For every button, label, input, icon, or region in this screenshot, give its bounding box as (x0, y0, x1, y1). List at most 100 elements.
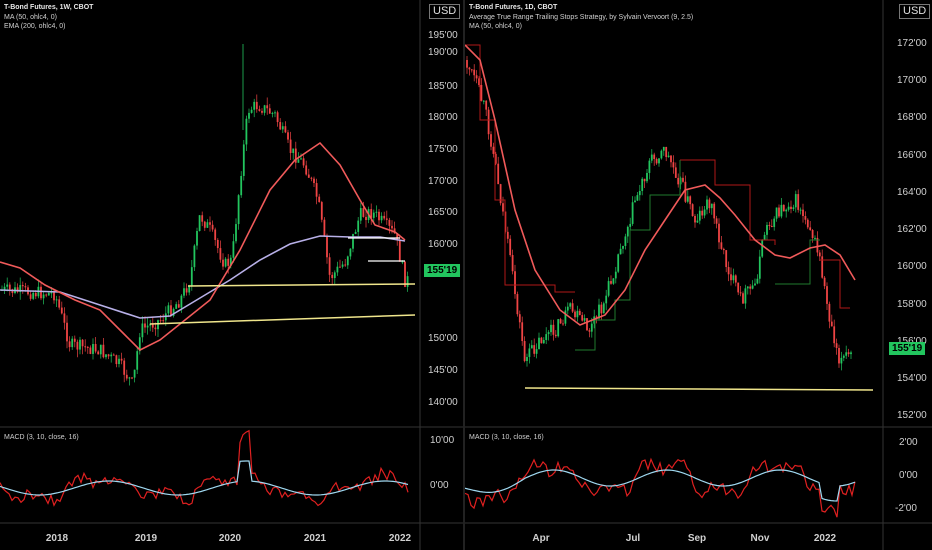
right-candle-body (840, 357, 843, 364)
right-y-tick-label: 170'00 (897, 75, 927, 86)
right-support-line (524, 387, 874, 391)
right-y-tick-label: 172'00 (897, 38, 927, 49)
right-candle-body (780, 204, 783, 217)
left-candle-body (385, 218, 388, 220)
left-candle-body (115, 355, 118, 365)
left-candle-body (107, 354, 110, 357)
right-candle-body (528, 348, 531, 358)
right-candle-body (686, 196, 689, 202)
right-candle-body (710, 203, 713, 209)
right-candle-body (792, 207, 795, 210)
left-candle-body (359, 208, 362, 221)
left-candle-body (222, 259, 224, 267)
left-candle-body (318, 196, 321, 203)
left-candle-body (198, 215, 201, 232)
right-candle-body (506, 231, 509, 239)
left-candle-body (29, 294, 32, 299)
right-candle-body (650, 154, 653, 161)
right-candle-body (658, 158, 660, 164)
right-candle-body (715, 218, 718, 224)
left-x-tick-label: 2019 (135, 533, 158, 544)
right-x-tick-label: Apr (532, 533, 549, 544)
right-currency-label[interactable]: USD (899, 4, 931, 19)
left-candle-body (112, 354, 115, 356)
right-chart-pane[interactable]: 172'00 170'00 168'00 166'00 164'00 162'00 160'… (465, 0, 932, 550)
right-candle-body (847, 352, 850, 355)
right-candle-body (823, 277, 826, 287)
right-y-tick-label: 160'00 (897, 261, 927, 272)
left-candle-body (16, 287, 19, 293)
right-y-tick-label: 164'00 (897, 187, 927, 198)
left-candle-body (180, 295, 183, 308)
left-currency-label[interactable]: USD (429, 4, 461, 19)
right-candle-body (607, 281, 610, 296)
left-candle-body (375, 211, 378, 213)
right-candle-body (773, 218, 776, 227)
left-candle-body (63, 313, 66, 323)
right-candle-body (545, 334, 548, 341)
right-candle-body (571, 303, 574, 312)
left-candle-body (55, 299, 58, 301)
right-candle-body (742, 293, 744, 304)
left-candle-body (162, 320, 165, 322)
right-candle-body (662, 146, 665, 151)
right-candle-body (785, 209, 788, 212)
right-candle-body (466, 60, 468, 68)
right-candle-body (574, 311, 576, 318)
right-candle-body (756, 278, 759, 284)
left-y-tick-label: 140'00 (428, 397, 458, 408)
left-candle-body (214, 229, 217, 240)
left-candle-body (380, 215, 383, 221)
right-candle-body (682, 177, 684, 182)
right-y-tick-label: 158'00 (897, 299, 927, 310)
right-candle-body (818, 252, 821, 257)
right-candle-body (696, 220, 699, 223)
left-y-tick-label: 160'00 (428, 239, 458, 250)
right-candle-body (694, 216, 696, 223)
left-candle-body (120, 358, 123, 361)
left-candle-body (190, 267, 193, 287)
pane-divider[interactable] (463, 0, 465, 550)
left-candle-body (279, 122, 282, 130)
right-candle-body (751, 285, 754, 289)
right-candle-body (725, 250, 728, 268)
right-candle-body (485, 100, 488, 110)
left-candle-body (365, 216, 367, 221)
right-y-tick-label: 152'00 (897, 410, 927, 421)
right-candle-body (782, 204, 785, 212)
right-candle-body (746, 286, 749, 289)
right-candle-body (828, 303, 831, 322)
left-chart-pane[interactable]: 190'00 185'00 180'00 175'00 170'00 165'00 160'… (0, 0, 463, 550)
left-chart-canvas[interactable]: 190'00 185'00 180'00 175'00 170'00 165'00 160'… (0, 0, 463, 550)
right-candle-body (732, 275, 735, 281)
left-candle-body (170, 305, 172, 316)
right-chart-canvas[interactable]: 172'00 170'00 168'00 166'00 164'00 162'00 160'… (465, 0, 932, 550)
left-candle-body (302, 158, 305, 166)
left-candle-body (206, 222, 209, 228)
right-candle-body (744, 288, 747, 304)
right-candle-body (554, 334, 557, 337)
right-candle-body (804, 216, 807, 220)
right-x-tick-label: Jul (626, 533, 641, 544)
left-y-tick-label: 180'00 (428, 112, 458, 123)
left-candle-body (292, 148, 295, 153)
left-candle-body (404, 261, 406, 287)
right-candle-body (787, 206, 790, 210)
right-atr-stop-red (465, 44, 575, 293)
right-candle-body (590, 323, 593, 332)
left-candle-body (261, 110, 263, 113)
left-candle-body (289, 139, 292, 153)
right-candle-body (749, 286, 752, 289)
left-candle-body (136, 351, 139, 370)
right-bg (465, 0, 932, 550)
right-candle-body (598, 304, 600, 319)
left-candle-body (34, 292, 37, 297)
right-candle-body (674, 167, 677, 178)
right-candle-body (806, 219, 809, 228)
left-candle-body (268, 108, 271, 114)
right-candle-body (821, 256, 824, 278)
right-candle-body (722, 248, 725, 251)
right-candle-body (797, 194, 800, 210)
left-candle-body (32, 292, 35, 299)
left-candle-body (362, 208, 365, 217)
